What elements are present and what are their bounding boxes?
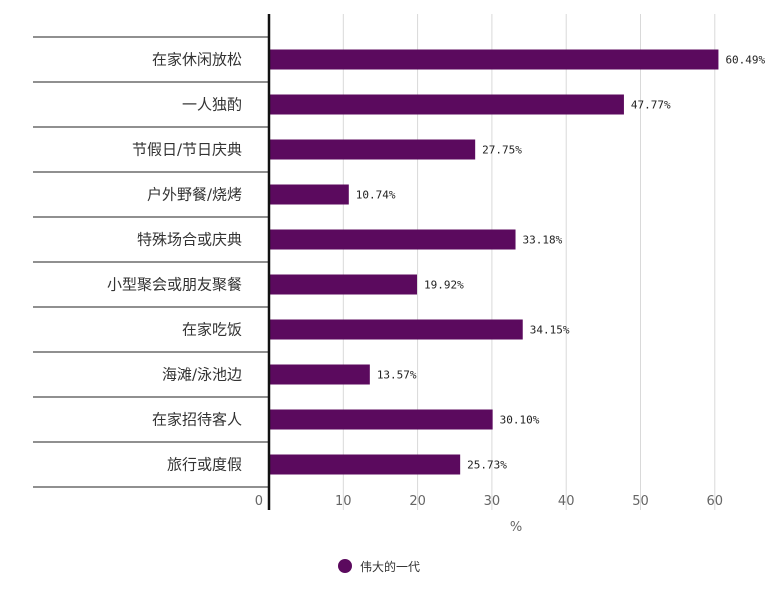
x-tick-label: 30: [484, 494, 501, 509]
category-label: 在家招待客人: [152, 411, 242, 429]
row-separators: [33, 36, 269, 488]
x-tick-label: 40: [558, 494, 575, 509]
bar: [269, 94, 624, 115]
data-label: 60.49%: [725, 54, 765, 67]
bar: [269, 274, 418, 295]
bar: [269, 139, 476, 160]
x-tick-label: 0: [255, 494, 263, 509]
bar: [269, 364, 370, 385]
category-label: 小型聚会或朋友聚餐: [107, 276, 242, 294]
data-label: 13.57%: [377, 369, 417, 382]
value-labels: 60.49% 47.77% 27.75% 10.74% 33.18% 19.92% 34.1…: [356, 54, 766, 472]
data-label: 47.77%: [631, 99, 671, 112]
bar: [269, 319, 523, 340]
category-label: 特殊场合或庆典: [137, 231, 242, 249]
data-label: 30.10%: [500, 414, 540, 427]
category-label: 一人独酌: [182, 96, 242, 114]
x-tick-label: 10: [335, 494, 352, 509]
data-label: 27.75%: [482, 144, 522, 157]
data-label: 25.73%: [467, 459, 507, 472]
category-label: 旅行或度假: [167, 456, 242, 474]
bars: [269, 49, 719, 475]
data-label: 10.74%: [356, 189, 396, 202]
legend-label: 伟大的一代: [360, 559, 420, 574]
x-tick-label: 60: [707, 494, 724, 509]
x-tick-label: 20: [409, 494, 426, 509]
x-tick-labels: 0 10 20 30 40 50 60: [255, 494, 723, 509]
category-label: 节假日/节日庆典: [132, 141, 242, 159]
x-axis-title: %: [510, 520, 522, 535]
legend-marker: [338, 559, 352, 573]
category-label: 在家休闲放松: [152, 51, 242, 69]
bar: [269, 229, 516, 250]
bar: [269, 409, 493, 430]
data-label: 34.15%: [530, 324, 570, 337]
category-label: 海滩/泳池边: [162, 366, 242, 384]
x-tick-label: 50: [632, 494, 649, 509]
category-label: 户外野餐/烧烤: [147, 186, 242, 204]
data-label: 19.92%: [424, 279, 464, 292]
bar: [269, 49, 719, 70]
bar: [269, 454, 461, 475]
gridlines: [342, 14, 716, 510]
category-label: 在家吃饭: [182, 321, 242, 339]
legend: 伟大的一代: [338, 559, 420, 574]
bar: [269, 184, 349, 205]
category-labels: 在家休闲放松一人独酌节假日/节日庆典户外野餐/烧烤特殊场合或庆典小型聚会或朋友聚…: [107, 51, 242, 474]
data-label: 33.18%: [523, 234, 563, 247]
